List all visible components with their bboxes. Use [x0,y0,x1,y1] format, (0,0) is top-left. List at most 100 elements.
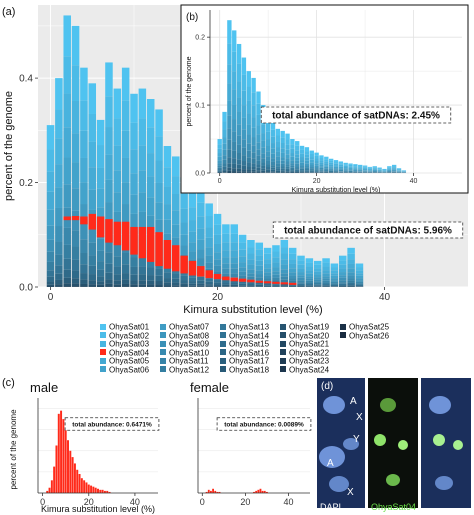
annotation-box [64,417,160,431]
bar-segment [265,123,271,132]
bar-segment [241,165,247,170]
highlight-bar [88,213,97,230]
x-tick-label: 0 [48,292,54,303]
chromosome-blob [343,438,359,450]
legend-label: OhyaSat23 [289,356,330,366]
bar-segment [261,168,266,171]
bar-segment [288,275,297,279]
bar-segment [280,284,289,286]
bar-segment [238,234,247,243]
bar-segment [339,285,347,286]
legend-item: OhyaSat02 [100,331,149,340]
bar-segment [163,272,172,279]
bar-segment [255,270,264,275]
bar-segment [305,280,314,283]
bar-segment [88,255,97,266]
bar-segment [96,188,105,208]
bar-segment [80,283,88,287]
bar-segment [313,274,322,278]
bar-segment [238,283,247,286]
bar-segment [319,170,324,172]
bar-segment [330,270,339,274]
x-tick-label: 20 [240,497,250,507]
bar-segment [163,233,172,246]
bar-segment [222,149,227,156]
histogram-bar [92,486,95,493]
legend-label: OhyaSat11 [169,356,209,366]
bar-segment [338,166,344,168]
bar-segment [314,161,319,164]
bar-segment [172,176,180,194]
bar-segment [232,30,237,52]
bar-segment [333,160,339,163]
bar-segment [288,268,297,273]
highlight-bar [172,245,180,272]
bar-segment [270,143,276,149]
bar-segment [146,257,155,268]
bar-segment [328,169,334,171]
histogram-bar [90,485,93,493]
bar-segment [285,166,290,169]
bar-segment [290,144,295,149]
bar-segment [71,100,80,134]
ohyasat04-label: OhyaSat04 [371,502,417,512]
histogram-bar [73,463,76,493]
bar-segment [322,278,330,281]
legend-label: OhyaSat18 [229,364,270,374]
bar-segment [261,133,266,141]
bar-segment [367,167,373,169]
bar-segment [270,165,276,168]
bar-segment [309,157,314,160]
bar-segment [314,169,319,171]
bar-segment [319,158,324,161]
legend-swatch [100,332,106,339]
highlight-bar [130,226,138,255]
bar-segment [256,170,261,172]
bar-segment [330,285,339,287]
bar-segment [222,155,227,160]
bar-segment [197,239,205,250]
legend-swatch [160,366,166,373]
bar-segment [88,83,97,114]
histogram-bar [214,490,217,493]
bar-segment [251,166,256,170]
chromosome-label-a: A [327,458,334,469]
bar-segment [280,166,285,169]
bar-segment [272,267,280,272]
legend-label: OhyaSat25 [349,322,390,332]
bar-segment [217,156,222,161]
bar-segment [285,168,290,171]
bar-segment [314,168,319,170]
bar-segment [230,257,238,264]
bar-segment [238,267,247,272]
bar-segment [121,157,130,183]
bar-segment [261,147,266,154]
bar-segment [322,280,330,283]
bar-segment [372,166,377,168]
bar-segment [80,273,88,280]
bar-segment [280,247,289,254]
bar-segment [197,258,205,266]
bar-segment [347,259,355,264]
bar-segment [319,171,324,173]
bar-segment [322,273,330,277]
bar-segment [333,169,339,171]
bar-segment [180,245,188,255]
legend-label: OhyaSat20 [289,330,330,340]
bar-segment [238,286,247,287]
bar-segment [358,164,363,167]
bar-segment [146,284,155,287]
bar-segment [319,155,324,158]
bar-segment [313,281,322,283]
bar-segment [246,171,251,173]
bar-segment [328,162,334,165]
bar-segment [238,281,247,284]
bar-segment [377,167,382,169]
bar-segment [222,170,227,173]
bar-segment [63,269,71,278]
bar-segment [238,285,247,287]
bar-segment [330,280,339,282]
bar-segment [236,152,242,160]
histogram-bar [48,487,51,493]
bar-segment [333,163,339,166]
